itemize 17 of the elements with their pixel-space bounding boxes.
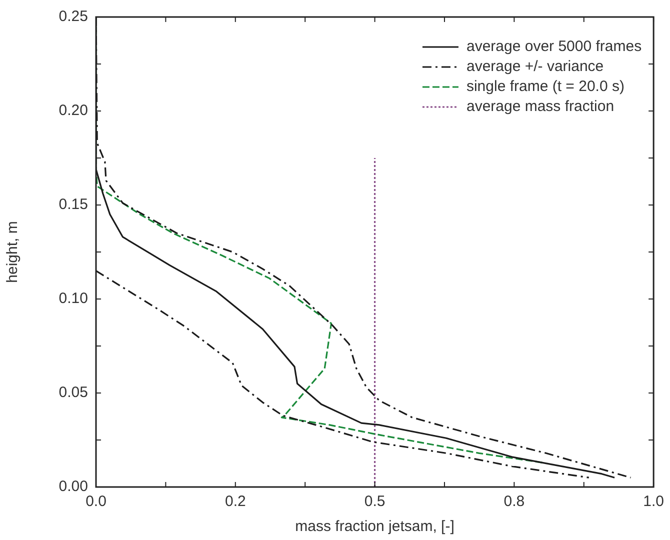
x-tick-label: 0.2 xyxy=(224,493,246,510)
x-tick-label: 1.0 xyxy=(643,493,664,510)
legend-label: average +/- variance xyxy=(466,58,604,76)
y-tick-label: 0.10 xyxy=(58,290,88,308)
legend-label: single frame (t = 20.0 s) xyxy=(466,78,624,96)
x-tick-label: 0.0 xyxy=(86,493,106,510)
y-tick-label: 0.00 xyxy=(58,478,88,496)
y-tick-label: 0.20 xyxy=(58,102,88,120)
x-tick-label: 0.5 xyxy=(364,493,386,510)
y-axis-title: height, m xyxy=(4,221,22,283)
legend-label: average over 5000 frames xyxy=(466,38,642,56)
y-tick-label: 0.15 xyxy=(58,196,88,214)
x-tick-label: 0.8 xyxy=(504,493,525,510)
legend-label: average mass fraction xyxy=(466,98,614,116)
y-tick-label: 0.25 xyxy=(58,8,88,26)
x-axis-title: mass fraction jetsam, [-] xyxy=(295,518,454,536)
y-tick-label: 0.05 xyxy=(58,384,88,402)
